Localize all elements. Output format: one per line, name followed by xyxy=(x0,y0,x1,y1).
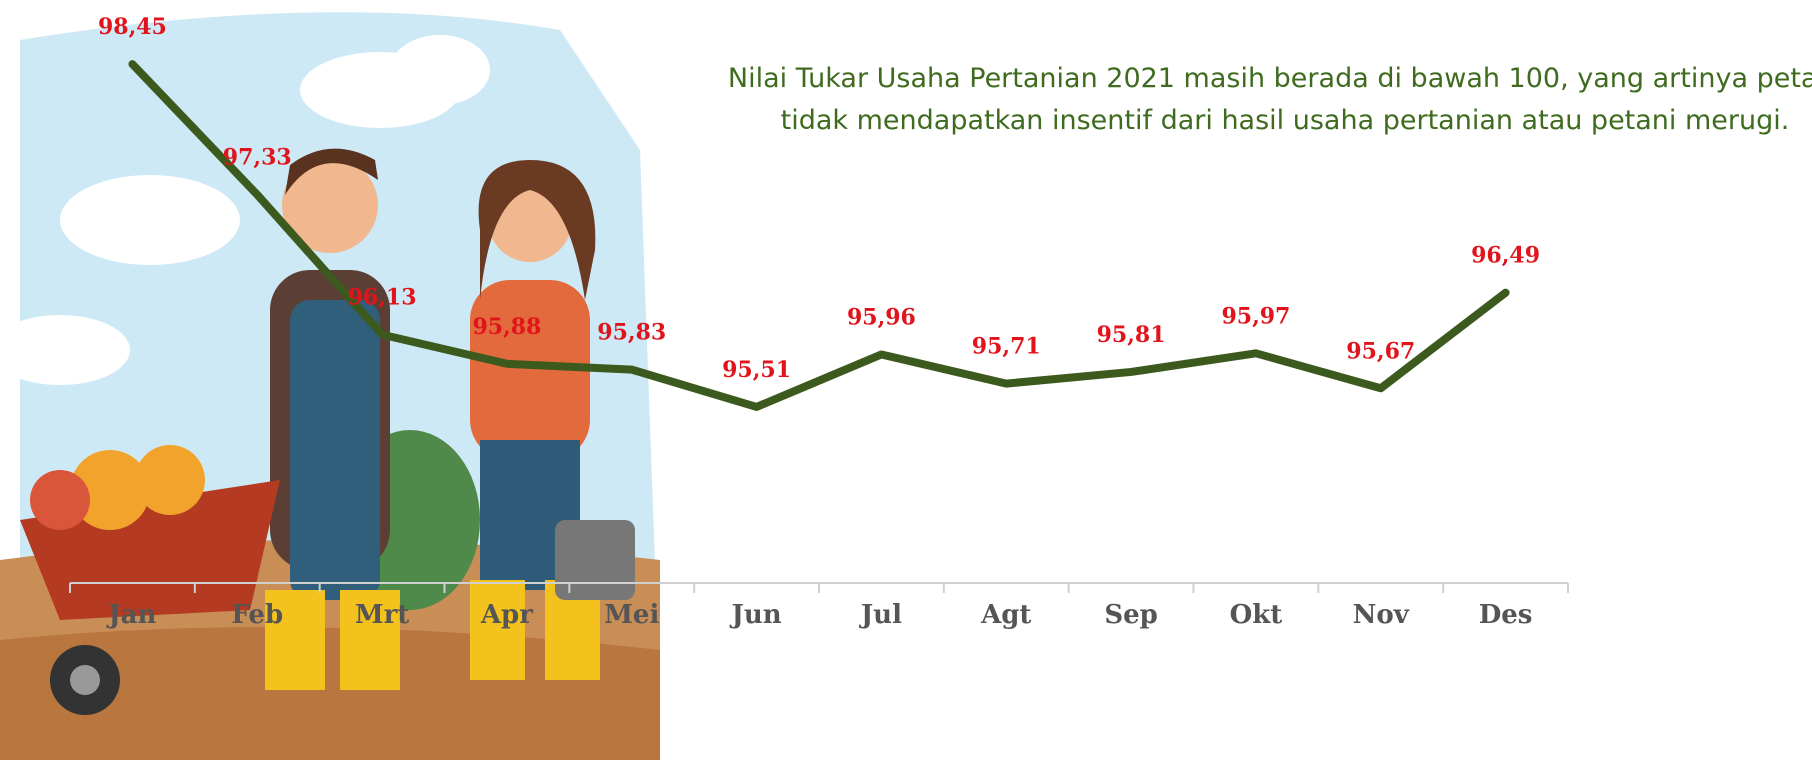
data-label: 95,97 xyxy=(1221,303,1290,329)
data-label: 95,71 xyxy=(972,334,1041,360)
illustration xyxy=(0,12,660,760)
x-tick-label: Mei xyxy=(604,600,659,630)
x-tick-label: Feb xyxy=(231,600,283,630)
x-tick-label: Des xyxy=(1479,600,1533,630)
chart-title: Nilai Tukar Usaha Pertanian 2021 masih b… xyxy=(727,63,1812,136)
data-label: 97,33 xyxy=(223,145,292,171)
x-tick-label: Jan xyxy=(106,600,156,630)
data-label: 95,51 xyxy=(722,357,791,383)
data-line xyxy=(128,60,1510,411)
x-tick-label: Agt xyxy=(980,600,1031,630)
x-tick-label: Jul xyxy=(859,600,902,630)
data-label: 96,13 xyxy=(348,285,417,311)
data-label: 95,81 xyxy=(1097,322,1166,348)
x-tick-label: Apr xyxy=(480,600,533,630)
data-label: 95,96 xyxy=(847,304,916,330)
x-tick-label: Jun xyxy=(730,600,782,630)
x-tick-label: Mrt xyxy=(355,600,410,630)
x-tick-label: Sep xyxy=(1104,600,1158,630)
data-label: 96,49 xyxy=(1471,243,1540,269)
data-label: 95,67 xyxy=(1346,338,1415,364)
data-label: 98,45 xyxy=(98,14,167,40)
data-label: 95,88 xyxy=(472,314,541,340)
x-tick-label: Nov xyxy=(1353,600,1410,630)
x-tick-label: Okt xyxy=(1230,600,1283,630)
data-label: 95,83 xyxy=(597,320,666,346)
